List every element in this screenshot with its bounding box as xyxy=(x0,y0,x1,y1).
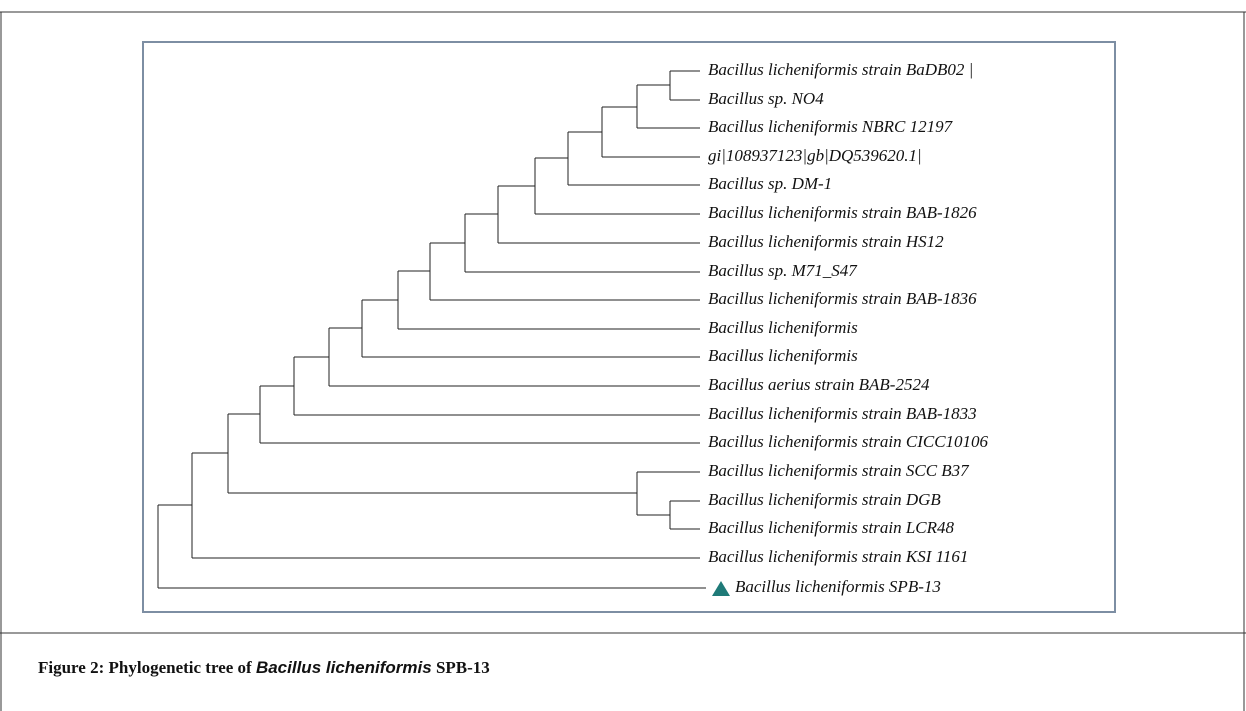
image-box xyxy=(142,41,1116,613)
leaf-label: Bacillus licheniformis strain BAB-1826 xyxy=(708,203,977,222)
caption-prefix: Figure 2: Phylogenetic tree of xyxy=(38,658,256,677)
leaf-label: Bacillus aerius strain BAB-2524 xyxy=(708,375,930,394)
leaf-label: gi|108937123|gb|DQ539620.1| xyxy=(708,146,922,165)
leaf-label: Bacillus licheniformis xyxy=(708,346,858,365)
tree: Bacillus licheniformis strain BaDB02 | Ba… xyxy=(157,60,989,596)
leaf-label: Bacillus licheniformis strain BAB-1836 xyxy=(708,289,977,308)
leaf-label: Bacillus licheniformis strain BaDB02 | xyxy=(708,60,973,79)
leaf-label: Bacillus licheniformis xyxy=(708,318,858,337)
leaf-label: Bacillus sp. M71_S47 xyxy=(708,261,858,280)
leaf-label: Bacillus licheniformis strain KSI 1161 xyxy=(708,547,968,566)
leaf-label: Bacillus sp. DM-1 xyxy=(708,174,832,193)
highlight-triangle xyxy=(712,581,730,596)
leaf-label: Bacillus licheniformis strain HS12 xyxy=(708,232,944,251)
leaf-label: Bacillus licheniformis strain DGB xyxy=(708,490,941,509)
leaf-label: Bacillus licheniformis strain SCC B37 xyxy=(708,461,970,480)
leaf-label: Bacillus licheniformis strain LCR48 xyxy=(708,518,955,537)
leaf-label: Bacillus licheniformis strain CICC10106 xyxy=(708,432,989,451)
leaf-label: Bacillus licheniformis SPB-13 xyxy=(735,577,941,596)
caption-species: Bacillus licheniformis xyxy=(255,658,432,677)
leaf-label: Bacillus licheniformis NBRC 12197 xyxy=(708,117,954,136)
caption-suffix: SPB-13 xyxy=(431,658,490,677)
leaf-label: Bacillus licheniformis strain BAB-1833 xyxy=(708,404,977,423)
caption: Figure 2: Phylogenetic tree of Bacillus … xyxy=(38,658,490,678)
leaf-label: Bacillus sp. NO4 xyxy=(708,89,824,108)
